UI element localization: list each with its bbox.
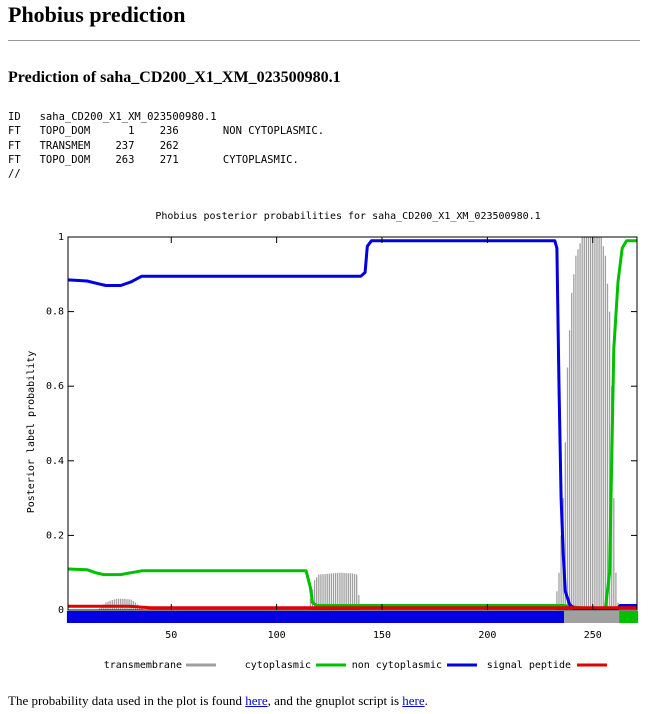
axes: 50 100 150 200 250 0 0.2 0.4 0.6 0.8 1 [46, 232, 637, 641]
prediction-line: FT TRANSMEM 237 262 [8, 139, 179, 152]
y-tick-label: 0.8 [46, 307, 64, 318]
legend-label: signal peptide [487, 660, 571, 671]
legend-label: cytoplasmic [245, 660, 311, 671]
x-tick-label: 250 [584, 630, 602, 641]
y-tick-label: 0.4 [46, 456, 64, 467]
y-tick-label: 1 [58, 232, 64, 243]
prediction-line: FT TOPO_DOM 263 271 CYTOPLASMIC. [8, 153, 299, 166]
chart-title: Phobius posterior probabilities for saha… [155, 211, 540, 222]
legend-label: non cytoplasmic [352, 660, 442, 671]
x-tick-label: 200 [478, 630, 496, 641]
footer-text: . [424, 693, 428, 708]
y-tick-label: 0.2 [46, 530, 64, 541]
x-tick-label: 150 [373, 630, 391, 641]
x-tick-label: 50 [165, 630, 177, 641]
topology-segment [66, 611, 565, 623]
series-transmembrane [98, 237, 619, 610]
topology-segment [619, 611, 639, 623]
prediction-heading: Prediction of saha_CD200_X1_XM_023500980… [8, 69, 341, 86]
divider [8, 40, 640, 41]
footer-note: The probability data used in the plot is… [8, 693, 428, 709]
topology-segment [564, 611, 620, 623]
prediction-line: // [8, 168, 21, 181]
series-non-cytoplasmic [67, 239, 637, 610]
probability-plot: Phobius posterior probabilities for saha… [26, 211, 639, 671]
page-title: Phobius prediction [8, 2, 186, 27]
prediction-line: FT TOPO_DOM 1 236 NON CYTOPLASMIC. [8, 125, 325, 138]
gnuplot-script-link[interactable]: here [402, 693, 425, 708]
prediction-output: ID saha_CD200_X1_XM_023500980.1 FT TOPO_… [8, 110, 324, 181]
probability-data-link[interactable]: here [245, 693, 268, 708]
series-signal-peptide [68, 604, 637, 610]
legend: transmembrane cytoplasmic non cytoplasmic s… [104, 660, 607, 671]
transmembrane-impulses [98, 237, 619, 610]
y-tick-label: 0 [58, 605, 64, 616]
series-cytoplasmic [67, 239, 637, 610]
plot-frame [67, 236, 638, 611]
topology-bar [66, 611, 639, 623]
y-axis-label: Posterior label probability [26, 351, 37, 514]
footer-text: , and the gnuplot script is [267, 693, 403, 708]
probability-lines [67, 239, 637, 610]
y-tick-label: 0.6 [46, 381, 64, 392]
x-tick-label: 100 [268, 630, 286, 641]
prediction-line: ID saha_CD200_X1_XM_023500980.1 [8, 111, 217, 123]
footer-text: The probability data used in the plot is… [8, 693, 246, 708]
legend-label: transmembrane [104, 660, 182, 671]
